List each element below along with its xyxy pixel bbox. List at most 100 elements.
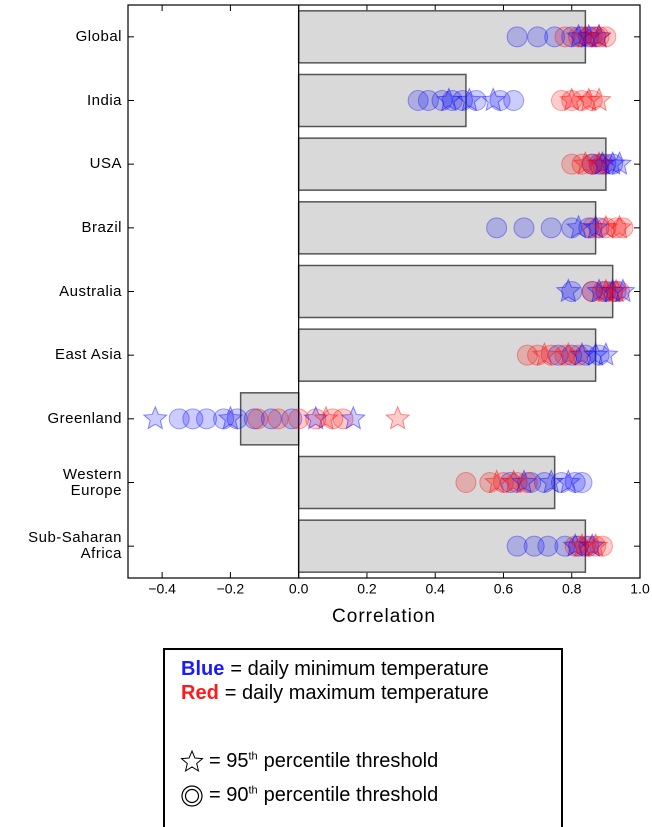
star-point xyxy=(436,87,462,112)
bar xyxy=(297,455,556,510)
circle-point xyxy=(540,217,562,239)
circle-point xyxy=(561,281,583,302)
star-point xyxy=(586,87,612,112)
circle-point xyxy=(581,281,603,302)
circle-point xyxy=(561,217,583,239)
star-point xyxy=(582,341,609,366)
circle-point xyxy=(581,90,603,111)
star-point xyxy=(593,278,619,303)
bar xyxy=(297,201,597,255)
star-point xyxy=(142,405,168,430)
circle-point xyxy=(605,281,627,302)
circle-point xyxy=(554,535,576,557)
star-point xyxy=(603,278,629,303)
circle-point xyxy=(527,344,549,366)
star-point xyxy=(576,23,602,48)
circle-point xyxy=(492,472,514,493)
legend-text: = daily maximum temperature xyxy=(224,682,489,704)
circle-point xyxy=(581,153,603,175)
circle-point xyxy=(578,535,600,557)
bar xyxy=(297,328,597,382)
circle-point xyxy=(489,90,511,111)
y-tick-label: Brazil xyxy=(81,218,122,236)
circle-point xyxy=(260,408,282,430)
circle-point xyxy=(441,90,463,111)
star-point xyxy=(559,87,585,112)
circle-point xyxy=(305,408,327,430)
circle-point xyxy=(571,90,593,111)
circle-point xyxy=(431,90,453,111)
y-tick-label: East Asia xyxy=(54,346,122,364)
circle-point xyxy=(503,90,525,111)
star-point xyxy=(555,341,581,366)
star-point xyxy=(586,23,612,48)
circle-point xyxy=(332,408,354,430)
circle-point xyxy=(226,408,248,430)
bar xyxy=(297,519,587,573)
circle-point xyxy=(612,217,634,239)
star-point xyxy=(600,278,626,303)
star-point xyxy=(501,469,527,494)
legend-circle xyxy=(181,785,203,807)
circle-point xyxy=(516,344,538,366)
circle-point xyxy=(182,408,204,430)
legend-prefix: = 90 xyxy=(209,784,249,806)
circle-point xyxy=(591,281,613,302)
circle-point xyxy=(574,344,596,366)
circle-point xyxy=(547,344,569,366)
circle-point xyxy=(544,26,566,48)
circle-point xyxy=(213,408,235,430)
star-point xyxy=(531,341,558,366)
circle-point xyxy=(561,26,583,48)
circle-point xyxy=(571,472,593,493)
circle-point xyxy=(571,26,593,48)
x-tick-label: 0.8 xyxy=(562,581,582,597)
circle-point xyxy=(455,472,477,493)
bar xyxy=(297,137,607,191)
star-point xyxy=(606,150,633,175)
star-point xyxy=(593,214,619,239)
legend-key: Blue xyxy=(181,658,225,680)
circle-point xyxy=(499,472,521,493)
star-point xyxy=(576,87,602,112)
x-tick-label: 0.4 xyxy=(425,581,445,597)
legend-sup: th xyxy=(248,750,258,763)
star-point xyxy=(480,87,506,112)
circle-point xyxy=(527,26,549,48)
circle-point xyxy=(585,26,607,48)
circle-point xyxy=(602,281,624,302)
circle-point xyxy=(588,153,610,175)
circle-point xyxy=(564,535,586,557)
circle-point xyxy=(554,26,576,48)
circle-point xyxy=(585,535,607,557)
circle-point xyxy=(243,408,265,430)
circle-point xyxy=(568,535,590,557)
star-point xyxy=(593,341,619,366)
circle-point xyxy=(595,153,617,175)
star-point xyxy=(217,405,244,430)
bar xyxy=(239,392,300,446)
legend-text: percentile threshold xyxy=(263,784,439,806)
legend-circle xyxy=(184,788,200,804)
circle-point xyxy=(247,408,269,430)
circle-point xyxy=(506,26,528,48)
circle-point xyxy=(281,408,303,430)
star-point xyxy=(456,87,482,112)
circle-point xyxy=(602,153,624,175)
star-point xyxy=(538,469,564,494)
legend: Blue = daily minimum temperature Red = dail… xyxy=(163,648,563,827)
x-tick-label: 0.2 xyxy=(357,581,377,597)
circle-point xyxy=(516,472,538,493)
star-point xyxy=(565,23,592,48)
circle-point xyxy=(417,90,439,111)
circle-point xyxy=(581,26,603,48)
star-point xyxy=(555,278,581,303)
star-point xyxy=(586,23,612,48)
circle-point xyxy=(465,90,487,111)
star-point xyxy=(483,469,510,494)
bar xyxy=(297,10,587,64)
circle-point xyxy=(520,472,542,493)
circle-point xyxy=(407,90,429,111)
star-point xyxy=(565,214,592,239)
